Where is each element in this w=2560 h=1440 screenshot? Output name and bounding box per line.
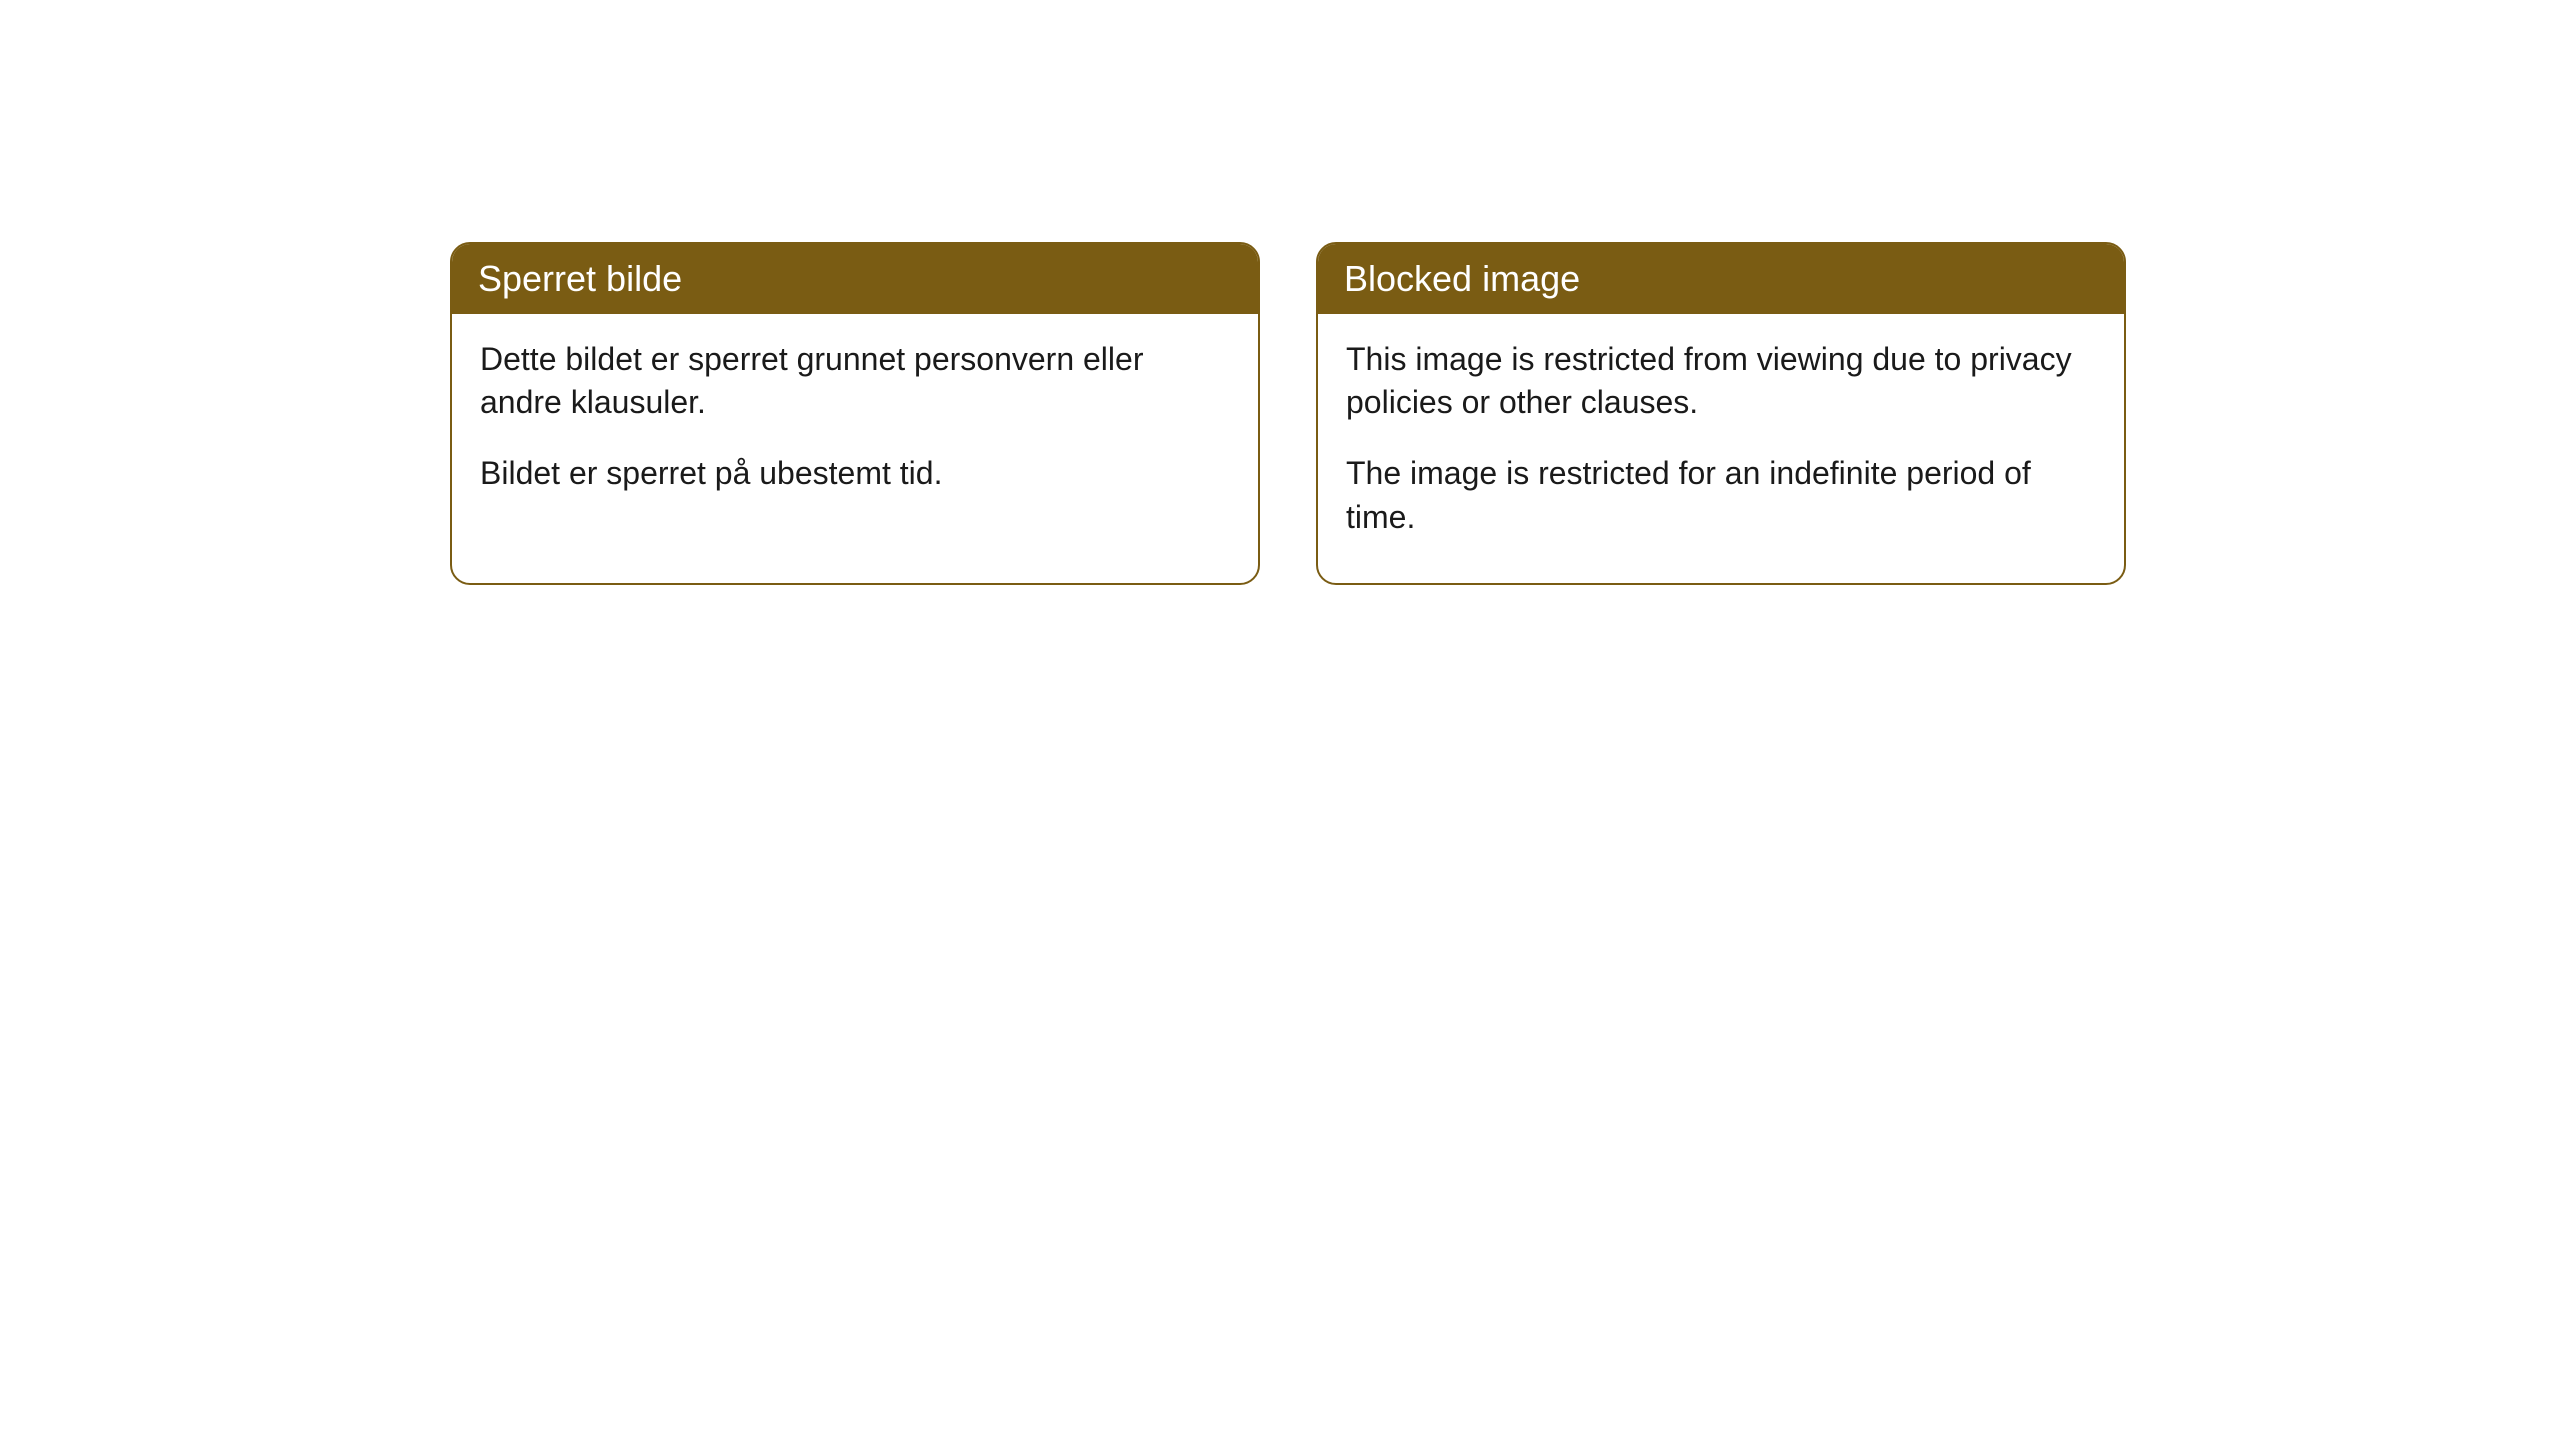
card-body: Dette bildet er sperret grunnet personve… <box>452 314 1258 540</box>
card-body: This image is restricted from viewing du… <box>1318 314 2124 583</box>
blocked-image-card-no: Sperret bilde Dette bildet er sperret gr… <box>450 242 1260 585</box>
card-paragraph-2: Bildet er sperret på ubestemt tid. <box>480 452 1230 495</box>
card-header: Blocked image <box>1318 244 2124 314</box>
card-paragraph-1: This image is restricted from viewing du… <box>1346 338 2096 424</box>
card-paragraph-2: The image is restricted for an indefinit… <box>1346 452 2096 538</box>
card-title: Sperret bilde <box>478 258 682 299</box>
card-title: Blocked image <box>1344 258 1580 299</box>
notice-cards-container: Sperret bilde Dette bildet er sperret gr… <box>0 0 2560 585</box>
blocked-image-card-en: Blocked image This image is restricted f… <box>1316 242 2126 585</box>
card-header: Sperret bilde <box>452 244 1258 314</box>
card-paragraph-1: Dette bildet er sperret grunnet personve… <box>480 338 1230 424</box>
